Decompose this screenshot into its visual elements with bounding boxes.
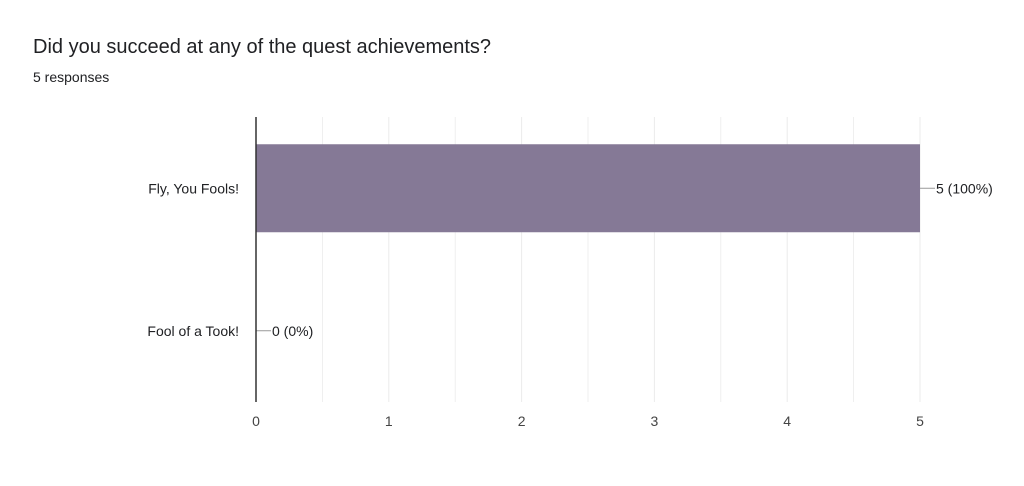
question-title: Did you succeed at any of the quest achi… (33, 36, 492, 58)
x-tick-label: 2 (518, 413, 526, 429)
data-label: 5 (100%) (936, 180, 993, 196)
data-label: 0 (0%) (272, 323, 313, 339)
x-tick-label: 4 (783, 413, 791, 429)
x-tick-label: 0 (252, 413, 260, 429)
response-count: 5 responses (33, 69, 110, 85)
bar (256, 144, 920, 233)
x-tick-label: 1 (385, 413, 393, 429)
category-label: Fool of a Took! (147, 323, 239, 339)
x-tick-label: 3 (651, 413, 659, 429)
x-tick-label: 5 (916, 413, 924, 429)
category-label: Fly, You Fools! (148, 180, 239, 196)
